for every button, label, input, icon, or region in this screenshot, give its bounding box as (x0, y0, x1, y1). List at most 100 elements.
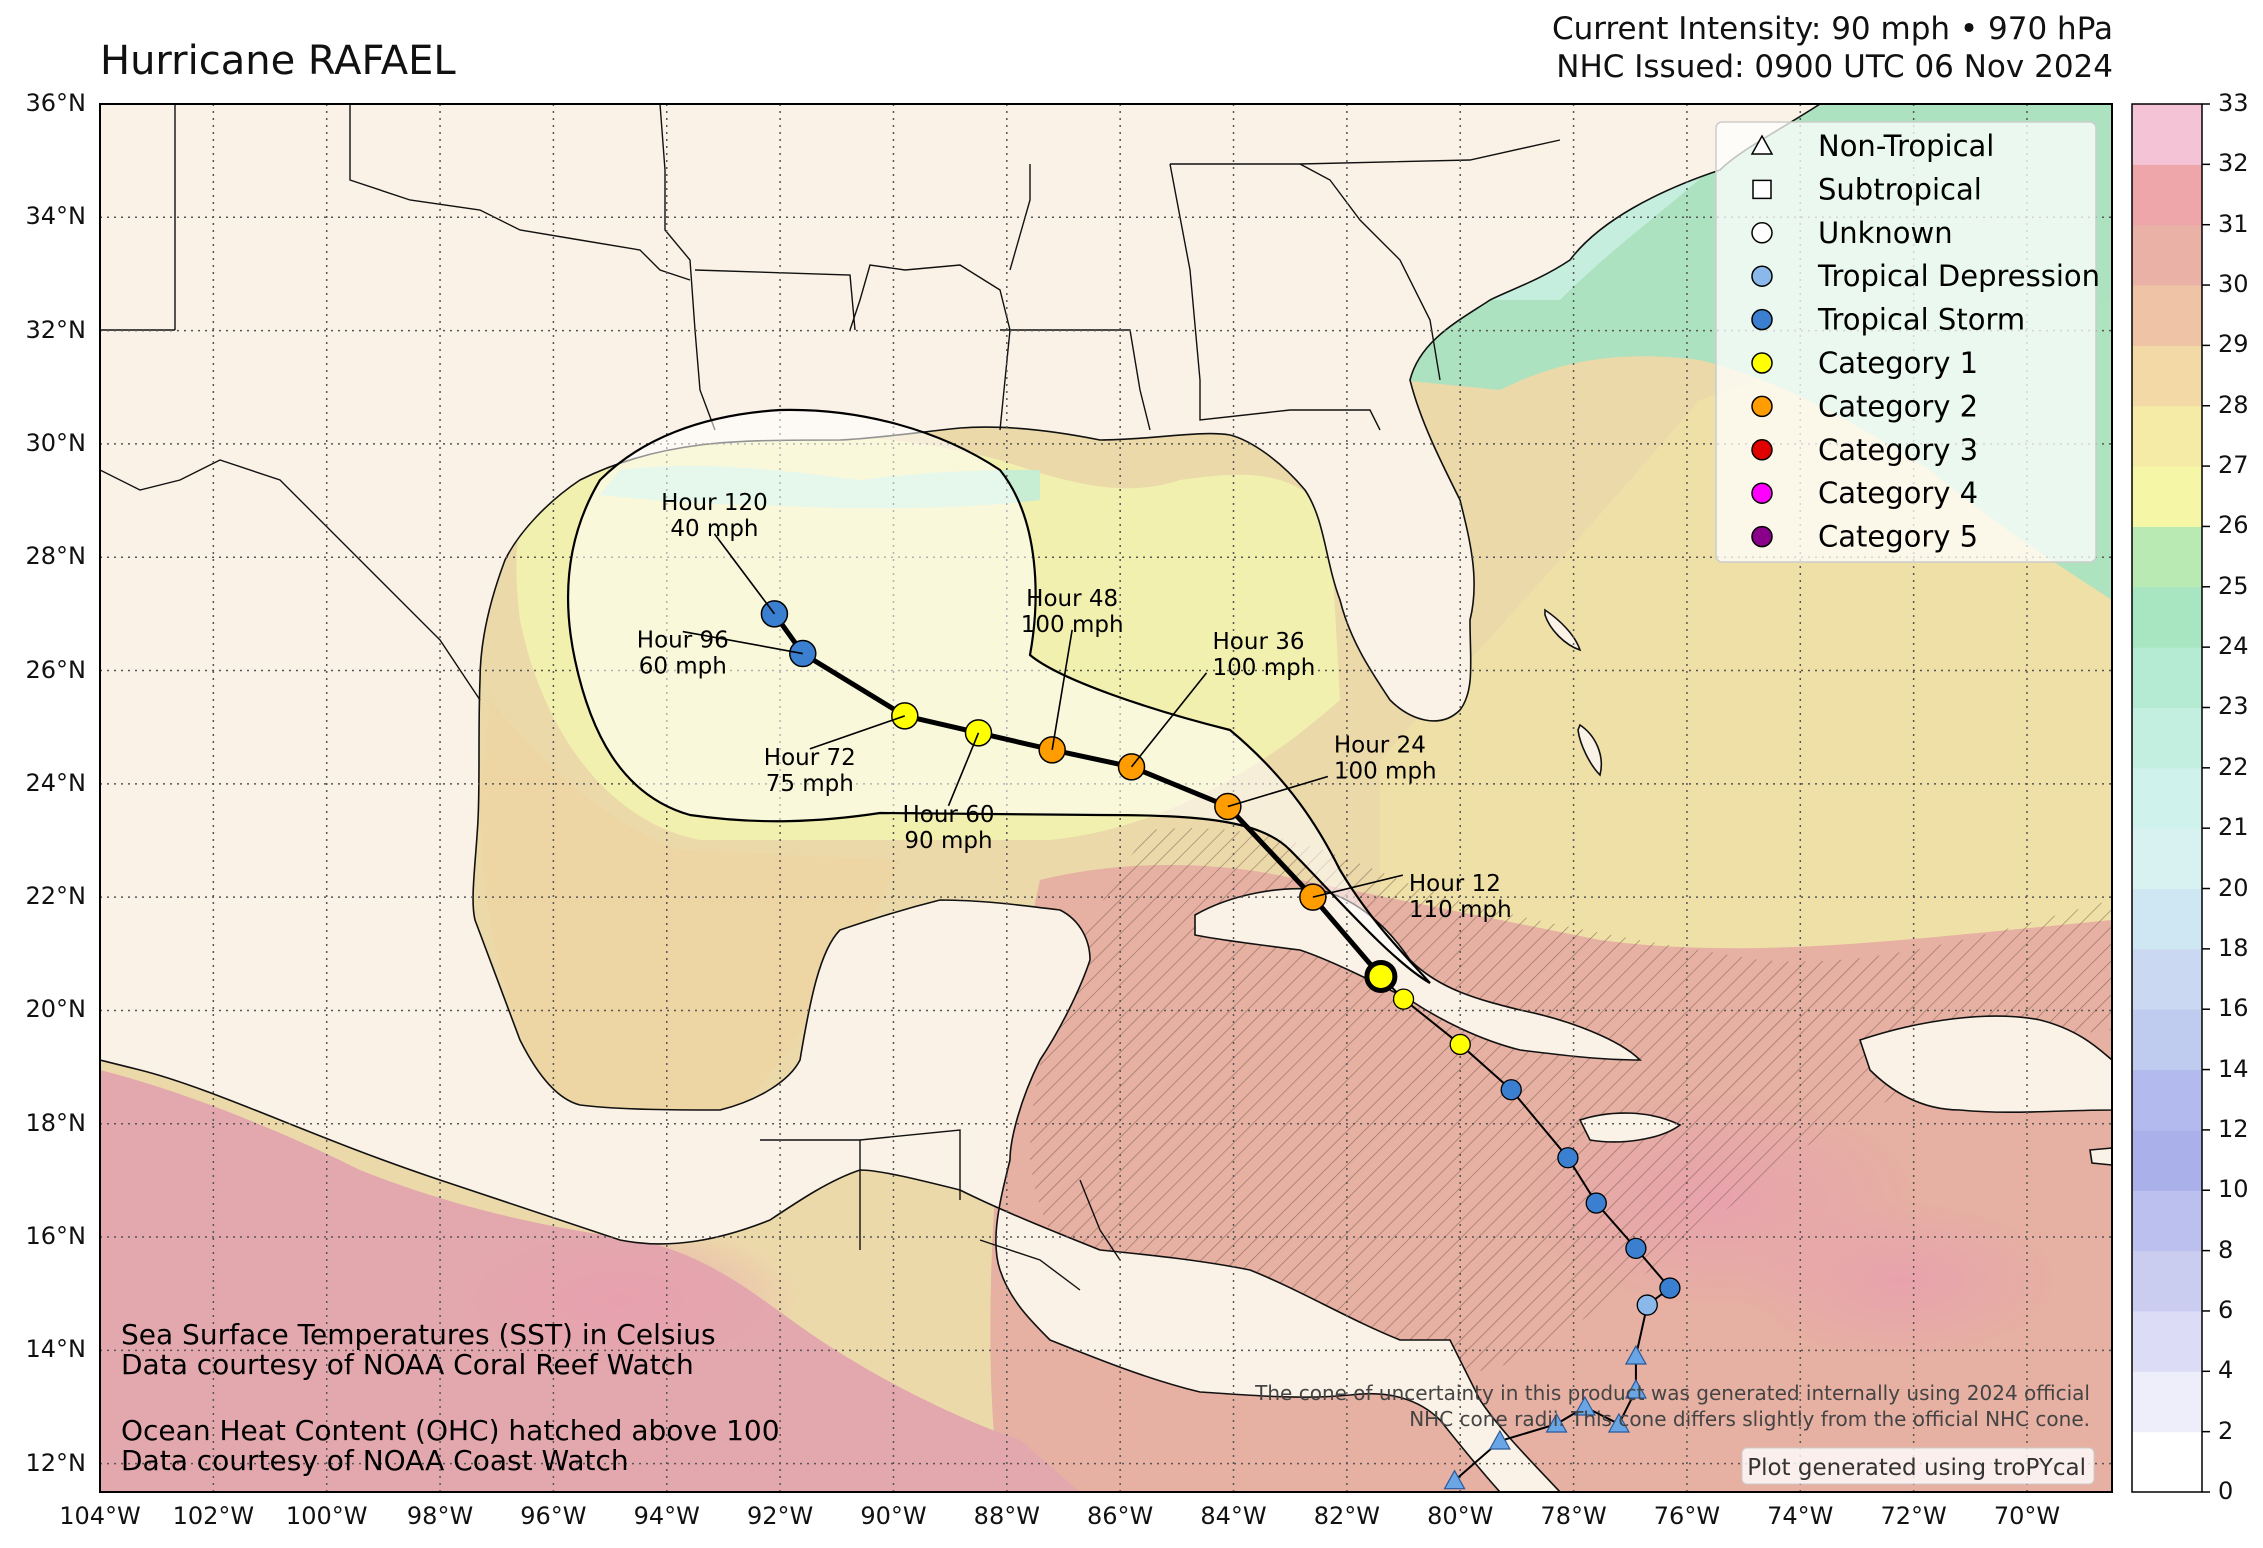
forecast-wind-label: 40 mph (670, 516, 758, 542)
puerto-rico (2089, 1147, 2112, 1166)
lon-tick-label: 102°W (172, 1502, 255, 1530)
legend-circle-icon (1751, 352, 1773, 374)
past-position-marker (1500, 1079, 1522, 1101)
legend-circle-icon (1751, 265, 1773, 287)
cone-note-line2: NHC cone radii. This cone differs slight… (1409, 1407, 2090, 1431)
past-position-marker (1607, 1412, 1630, 1433)
legend-triangle-icon (1750, 134, 1774, 155)
label-leader-line (1130, 672, 1208, 768)
gulf-shelf-cool (600, 465, 1040, 509)
gulf-stream-cool (1400, 104, 2112, 600)
ohc-hatched-area (1030, 828, 2112, 1382)
forecast-hour-label: Hour 120 (661, 490, 768, 516)
colorbar-segment (2132, 104, 2202, 165)
credit-box (1741, 1447, 2095, 1485)
past-position-marker (1545, 1412, 1568, 1433)
past-position-marker (1573, 1395, 1596, 1416)
past-position-marker (1449, 1033, 1471, 1056)
colorbar-tick-label: 28 (2218, 390, 2249, 419)
map-frame (99, 103, 2113, 1493)
colorbar-tick-label: 31 (2218, 209, 2249, 238)
credit-text: Plot generated using troPYcal (1747, 1455, 2086, 1481)
forecast-wind-label: 110 mph (1409, 897, 1512, 923)
lon-tick-label: 74°W (1767, 1502, 1834, 1530)
forecast-position-marker (964, 719, 993, 747)
label-leader-line (809, 715, 906, 750)
lat-tick-label: 20°N (25, 995, 87, 1024)
colorbar-tick-label: 20 (2218, 873, 2249, 902)
legend-circle-icon (1751, 222, 1773, 244)
colorbar-segment (2132, 1310, 2202, 1372)
label-leader-line (682, 630, 803, 655)
colorbar-tick-label: 6 (2218, 1295, 2234, 1324)
colorbar-segment (2132, 466, 2202, 527)
map-title: Hurricane RAFAEL (100, 38, 456, 84)
colorbar-segment (2132, 1129, 2202, 1191)
forecast-hour-label: Hour 60 (902, 802, 994, 828)
legend: Non-Tropical Subtropical Unknown Tropical D… (1715, 121, 2100, 563)
jamaica (1578, 1112, 1682, 1143)
label-leader-line (713, 533, 776, 615)
forecast-position-marker (1214, 792, 1242, 821)
colorbar-tick-label: 22 (2218, 752, 2249, 781)
lat-tick-label: 26°N (25, 655, 87, 684)
sst-note-line2: Data courtesy of NOAA Coral Reef Watch (121, 1348, 694, 1381)
colorbar-segment (2132, 285, 2202, 346)
forecast-hour-label: Hour 48 (1026, 586, 1118, 612)
borders (100, 104, 1561, 1291)
cone-disclaimer: The cone of uncertainty in this product … (1254, 1381, 2090, 1431)
colorbar (2132, 103, 2210, 1493)
forecast-position-marker (789, 639, 817, 668)
past-position-marker (1488, 1429, 1511, 1450)
cuba (1194, 887, 1642, 1061)
colorbar-segment (2132, 767, 2202, 829)
colorbar-tick-label: 8 (2218, 1235, 2234, 1264)
colorbar-segment (2132, 586, 2202, 648)
legend-label: Non-Tropical (1818, 129, 1994, 163)
forecast-hour-label: Hour 72 (764, 745, 856, 771)
legend-label: Subtropical (1818, 172, 1982, 206)
colorbar-tick-label: 10 (2218, 1175, 2249, 1204)
lon-tick-label: 72°W (1880, 1502, 1947, 1530)
gulf-warm-core (480, 700, 900, 1110)
past-position-marker (1636, 1294, 1658, 1316)
forecast-wind-label: 100 mph (1213, 655, 1316, 681)
legend-circle-icon (1751, 308, 1773, 331)
legend-label: Tropical Storm (1817, 303, 2025, 337)
colorbar-segment (2132, 1009, 2202, 1071)
lat-tick-label: 28°N (25, 542, 87, 571)
colorbar-segment (2132, 1069, 2202, 1131)
storm-info: Current Intensity: 90 mph • 970 hPa NHC … (1552, 10, 2113, 86)
lon-tick-label: 96°W (520, 1502, 587, 1530)
lon-tick-label: 88°W (973, 1502, 1040, 1530)
colorbar-frame (2131, 103, 2203, 1493)
colorbar-segment (2132, 1190, 2202, 1252)
colorbar-tick-label: 4 (2218, 1356, 2234, 1385)
issued-time: NHC Issued: 0900 UTC 06 Nov 2024 (1556, 49, 2113, 85)
colorbar-tick-label: 24 (2218, 632, 2249, 661)
land (100, 104, 2112, 1492)
lat-tick-label: 16°N (25, 1222, 87, 1251)
lat-tick-label: 36°N (25, 89, 87, 117)
colorbar-tick-label: 2 (2218, 1416, 2234, 1445)
cone-note-line1: The cone of uncertainty in this product … (1254, 1381, 2090, 1405)
legend-label: Tropical Depression (1817, 259, 2100, 293)
colorbar-segment (2132, 948, 2202, 1010)
lat-tick-label: 12°N (25, 1448, 87, 1477)
legend-circle-icon (1751, 395, 1773, 418)
forecast-position-marker (891, 702, 919, 730)
legend-box (1715, 121, 2097, 563)
forecast-position-marker (1038, 736, 1066, 764)
current-position-marker (1364, 959, 1398, 993)
pacific-warm (100, 1070, 1080, 1492)
forecast-wind-label: 100 mph (1021, 612, 1124, 638)
legend-square-icon (1752, 179, 1772, 200)
legend-label: Category 2 (1818, 389, 1978, 423)
colorbar-tick-label: 14 (2218, 1054, 2249, 1083)
lat-tick-label: 32°N (25, 315, 87, 344)
past-position-marker (1624, 1344, 1647, 1365)
past-track-line (1380, 975, 1672, 1482)
lon-tick-label: 104°W (59, 1502, 141, 1530)
current-intensity: Current Intensity: 90 mph • 970 hPa (1551, 11, 2113, 47)
colorbar-tick-label: 16 (2218, 994, 2249, 1023)
